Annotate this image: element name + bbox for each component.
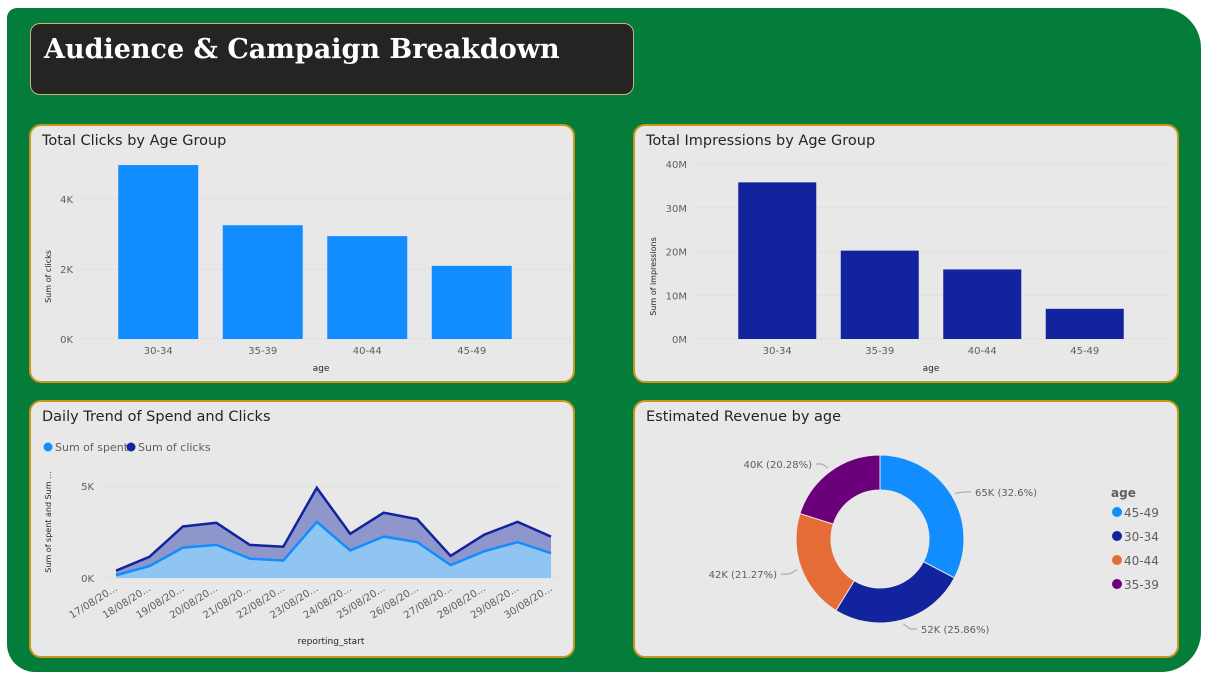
y-tick-label: 10M — [666, 291, 687, 302]
legend-marker — [1112, 531, 1122, 541]
x-tick-label: 30-34 — [144, 346, 173, 357]
chart-title: Daily Trend of Spend and Clicks — [42, 409, 271, 425]
legend-label: 35-39 — [1124, 578, 1159, 592]
bar — [222, 225, 303, 339]
line-clicks — [115, 485, 552, 572]
data-label: 52K (25.86%) — [921, 625, 989, 636]
x-tick-label: 35-39 — [865, 346, 894, 357]
report-title: Audience & Campaign Breakdown — [44, 34, 560, 65]
y-tick-label: 2K — [60, 265, 73, 276]
impressions-by-age-card[interactable]: Total Impressions by Age Group 0M 10M 20M 3… — [633, 124, 1179, 383]
legend-marker — [126, 442, 136, 452]
daily-trend-card[interactable]: Daily Trend of Spend and Clicks Sum of s… — [29, 400, 575, 658]
y-tick-label: 0K — [81, 574, 94, 585]
y-tick-label: 0M — [672, 335, 687, 346]
donut-slice — [835, 561, 956, 624]
bar — [431, 265, 512, 339]
revenue-by-age-card[interactable]: Estimated Revenue by age 65K (32.6%) 52K … — [633, 400, 1179, 658]
x-axis-title: reporting_start — [298, 637, 365, 647]
data-label: 40K (20.28%) — [744, 460, 812, 471]
y-axis-title: Sum of impressions — [649, 237, 658, 316]
clicks-bar-chart: 0K 2K 4K 30-34 35-39 40-44 45-49 age Sum of clic… — [44, 165, 571, 374]
legend-marker — [1112, 579, 1122, 589]
x-tick-label: 45-49 — [1070, 346, 1099, 357]
bar — [738, 182, 817, 339]
legend-label: 45-49 — [1124, 506, 1159, 520]
bar — [840, 250, 919, 339]
y-tick-label: 20M — [666, 248, 687, 259]
chart-title: Estimated Revenue by age — [646, 409, 842, 425]
x-tick-label: 40-44 — [353, 346, 382, 357]
legend-marker — [1112, 507, 1122, 517]
chart-title: Total Impressions by Age Group — [646, 133, 876, 149]
x-tick-label: 35-39 — [248, 346, 277, 357]
legend-title: age — [1111, 486, 1136, 500]
report-title-box: Audience & Campaign Breakdown — [30, 23, 634, 95]
bar — [1045, 308, 1124, 339]
leader-line — [903, 623, 917, 630]
area-spent — [116, 521, 551, 578]
leader-line — [955, 491, 971, 494]
x-tick-label: 30-34 — [763, 346, 792, 357]
chart-title: Total Clicks by Age Group — [42, 133, 227, 149]
leader-line — [816, 463, 829, 469]
impressions-bar-chart: 0M 10M 20M 30M 40M 30-34 35-39 40-44 45-49 age Sum… — [649, 160, 1171, 374]
legend-marker — [43, 442, 53, 452]
spend-clicks-area-chart: Sum of spent Sum of clicks0K5K17/08/20...… — [43, 441, 561, 647]
bar — [943, 269, 1022, 339]
bar — [118, 165, 199, 339]
y-tick-label: 0K — [60, 335, 73, 346]
y-tick-label: 40M — [666, 160, 687, 171]
leader-line — [781, 569, 798, 575]
data-label: 65K (32.6%) — [975, 488, 1037, 499]
donut-slice — [799, 454, 881, 525]
legend-label: 40-44 — [1124, 554, 1159, 568]
x-axis-title: age — [313, 364, 330, 374]
legend-label: Sum of clicks — [138, 441, 211, 454]
legend-marker — [1112, 555, 1122, 565]
line-spent — [115, 520, 552, 577]
x-tick-label: 40-44 — [968, 346, 997, 357]
data-label: 42K (21.27%) — [709, 570, 777, 581]
y-axis-title: Sum of spent and Sum ... — [44, 471, 53, 572]
y-tick-label: 5K — [81, 482, 94, 493]
clicks-by-age-card[interactable]: Total Clicks by Age Group 0K 2K 4K 30-34 35-… — [29, 124, 575, 383]
donut-slice — [879, 454, 965, 579]
x-axis-title: age — [923, 364, 940, 374]
bar — [327, 236, 408, 339]
y-axis-title: Sum of clicks — [44, 250, 53, 303]
legend-label: Sum of spent — [55, 441, 129, 454]
y-tick-label: 30M — [666, 204, 687, 215]
x-tick-label: 45-49 — [457, 346, 486, 357]
legend-label: 30-34 — [1124, 530, 1159, 544]
revenue-donut-chart: 65K (32.6%) 52K (25.86%) 42K (21.27%) 40K (… — [709, 454, 1159, 636]
y-tick-label: 4K — [60, 195, 73, 206]
